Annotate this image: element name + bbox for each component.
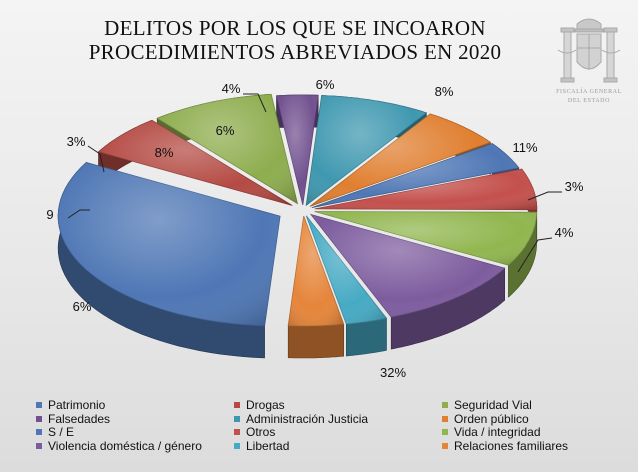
legend-item: Violencia doméstica / género bbox=[36, 438, 202, 453]
legend-label: Vida / integridad bbox=[454, 425, 541, 440]
leader-line bbox=[87, 145, 105, 173]
legend-item: Otros bbox=[234, 426, 275, 439]
legend-swatch bbox=[442, 415, 448, 422]
pie-slice-side bbox=[346, 317, 387, 357]
pie-slice-gloss bbox=[58, 162, 281, 326]
legend-swatch bbox=[36, 415, 42, 422]
data-label: 6% bbox=[73, 299, 92, 314]
legend-swatch bbox=[442, 442, 448, 449]
legend-swatch bbox=[234, 415, 240, 422]
chart-legend: Patrimonio Drogas Seguridad Vial Falsedades… bbox=[36, 399, 636, 459]
legend-swatch bbox=[36, 402, 42, 408]
data-labels: 32% 6% 9 3% 8% 6% 4% 6% 8% 11% 3% 4% bbox=[46, 77, 583, 380]
legend-label: S / E bbox=[48, 425, 75, 440]
chart-title: DELITOS POR LOS QUE SE INCOARON PROCEDIM… bbox=[60, 16, 530, 64]
legend-item: Libertad bbox=[234, 438, 290, 453]
legend-item: Orden público bbox=[442, 411, 529, 426]
pie-slice-gloss bbox=[276, 95, 319, 205]
legend-item: Patrimonio bbox=[36, 399, 105, 412]
data-label: 4% bbox=[222, 81, 241, 96]
pie-slice-gloss bbox=[98, 120, 293, 206]
legend-swatch bbox=[234, 402, 240, 408]
chart-title-line1: DELITOS POR LOS QUE SE INCOARON bbox=[104, 16, 486, 40]
pie-slice-gloss bbox=[311, 143, 519, 208]
pie-slice-gloss bbox=[157, 94, 298, 204]
emblem-caption: FISCALÍA GENERAL DEL ESTADO bbox=[548, 88, 630, 106]
leader-line bbox=[517, 237, 553, 273]
data-label: 6% bbox=[216, 123, 235, 138]
pie-slice-gloss bbox=[306, 95, 427, 206]
legend-swatch bbox=[442, 429, 448, 436]
legend-item: S / E bbox=[36, 426, 74, 439]
legend-item: Seguridad Vial bbox=[442, 399, 532, 412]
emblem-caption-line2: DEL ESTADO bbox=[567, 98, 611, 104]
pie-slice-gloss bbox=[306, 215, 387, 324]
data-label: 3% bbox=[565, 179, 584, 194]
legend-swatch bbox=[36, 442, 42, 449]
data-label: 8% bbox=[155, 145, 174, 160]
legend-swatch bbox=[36, 429, 42, 436]
legend-label: Drogas bbox=[246, 398, 285, 412]
leader-line bbox=[527, 191, 562, 201]
data-label: 3% bbox=[67, 134, 86, 149]
data-label: 9 bbox=[46, 207, 53, 222]
pie-slice-side bbox=[287, 323, 344, 359]
pie-slice-gloss bbox=[314, 211, 537, 266]
legend-label: Falsedades bbox=[48, 411, 111, 426]
data-label: 8% bbox=[435, 84, 454, 99]
legend-label: Relaciones familiares bbox=[454, 438, 569, 453]
legend-label: Libertad bbox=[246, 438, 290, 453]
legend-item: Administración Justicia bbox=[234, 411, 369, 426]
legend-label: Orden público bbox=[454, 411, 529, 426]
legend-item: Vida / integridad bbox=[442, 426, 541, 439]
legend-swatch bbox=[234, 429, 240, 436]
leader-lines bbox=[67, 93, 562, 273]
legend-swatch bbox=[234, 442, 240, 449]
legend-label: Otros bbox=[246, 425, 276, 440]
legend-label: Patrimonio bbox=[48, 398, 106, 412]
leader-line bbox=[67, 209, 90, 219]
legend-swatch bbox=[442, 402, 448, 408]
emblem-caption-line1: FISCALÍA GENERAL bbox=[556, 89, 622, 95]
data-label: 11% bbox=[512, 140, 537, 155]
legend-item: Falsedades bbox=[36, 411, 111, 426]
coat-of-arms-of-spain-icon bbox=[557, 18, 621, 83]
pie-slice-gloss bbox=[314, 169, 537, 210]
pie-tops bbox=[57, 93, 538, 327]
pie-slice-gloss bbox=[309, 113, 491, 207]
data-label: 32% bbox=[380, 365, 406, 380]
legend-label: Violencia doméstica / género bbox=[48, 438, 202, 453]
pie-slice-gloss bbox=[288, 216, 344, 326]
legend-item: Relaciones familiares bbox=[442, 438, 569, 453]
data-label: 4% bbox=[555, 225, 574, 240]
pie-slice-gloss bbox=[310, 214, 505, 318]
leader-line bbox=[243, 93, 267, 113]
legend-label: Seguridad Vial bbox=[454, 398, 532, 412]
data-label: 6% bbox=[316, 77, 335, 92]
legend-label: Administración Justicia bbox=[246, 411, 369, 426]
legend-item: Drogas bbox=[234, 399, 285, 412]
chart-title-line2: PROCEDIMIENTOS ABREVIADOS EN 2020 bbox=[88, 40, 502, 64]
